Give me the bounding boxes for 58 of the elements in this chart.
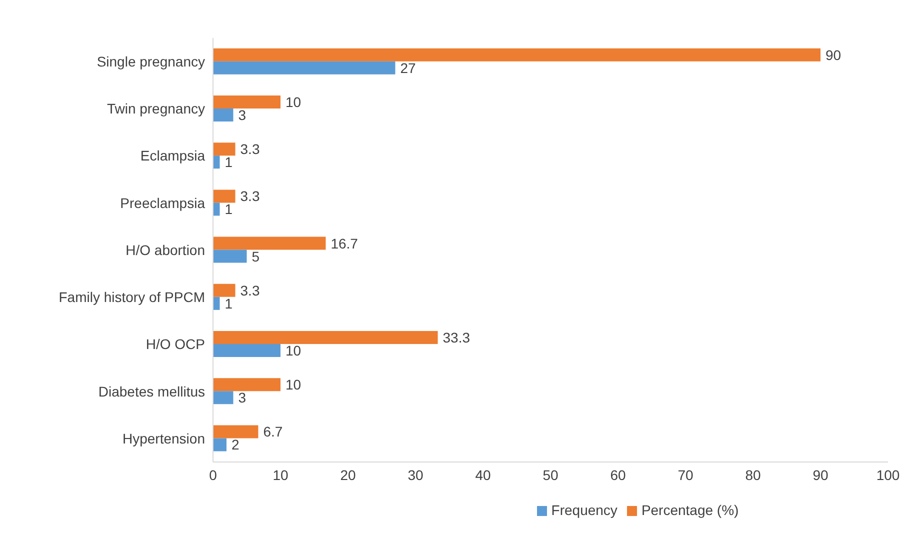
legend-label: Frequency	[551, 502, 618, 518]
y-tick-label: Preeclampsia	[120, 194, 206, 211]
data-label: 10	[286, 376, 302, 393]
data-label: 2	[232, 436, 240, 453]
data-label: 3	[238, 106, 246, 123]
bar	[213, 236, 326, 250]
data-label: 5	[252, 248, 260, 264]
data-label: 10	[286, 342, 302, 358]
data-label: 3	[238, 390, 246, 406]
data-label: 3.3	[240, 141, 260, 158]
y-tick-label: Twin pregnancy	[106, 100, 205, 117]
data-label: 33.3	[442, 330, 470, 346]
data-label: 3.3	[240, 282, 260, 298]
bar	[213, 378, 280, 392]
y-tick-label: Diabetes mellitus	[98, 383, 205, 400]
data-label: 1	[224, 295, 233, 312]
x-tick-label: 40	[475, 466, 491, 483]
data-label: 6.7	[263, 424, 283, 440]
x-tick-label: 100	[876, 466, 900, 483]
bar	[213, 438, 226, 452]
data-label: 10	[286, 94, 302, 110]
y-tick-label: H/O abortion	[126, 242, 205, 258]
bar	[213, 250, 247, 263]
data-label: 90	[826, 46, 842, 63]
data-label: 1	[224, 154, 233, 170]
y-tick-label: Hypertension	[122, 430, 205, 446]
x-tick-label: 30	[408, 466, 424, 483]
data-label: 3.3	[240, 188, 260, 204]
x-tick-label: 80	[745, 466, 761, 483]
legend-label: Percentage (%)	[641, 502, 739, 518]
bar	[213, 190, 236, 203]
bar	[213, 48, 820, 62]
data-label: 27	[400, 60, 416, 76]
data-label: 1	[224, 201, 233, 218]
bar	[213, 425, 258, 438]
bar	[213, 284, 236, 297]
x-tick-label: 70	[678, 466, 694, 483]
bar	[213, 331, 438, 344]
y-tick-label: Family history of PPCM	[58, 289, 205, 306]
data-label: 16.7	[330, 235, 358, 252]
y-tick-label: H/O OCP	[146, 336, 205, 352]
bar	[213, 296, 220, 310]
bar	[213, 156, 220, 169]
bar	[213, 61, 396, 74]
bar	[213, 391, 234, 404]
bar	[213, 95, 280, 108]
bar	[213, 142, 236, 156]
y-tick-label: Single pregnancy	[96, 54, 205, 70]
y-tick-label: Eclampsia	[140, 148, 206, 164]
bar	[213, 108, 234, 122]
x-tick-label: 60	[610, 466, 626, 483]
x-tick-label: 20	[340, 466, 356, 483]
x-tick-label: 0	[209, 466, 218, 483]
x-tick-label: 50	[542, 466, 558, 483]
x-tick-label: 10	[272, 466, 288, 483]
bar	[213, 202, 220, 216]
bar	[213, 344, 280, 358]
x-tick-label: 90	[812, 466, 828, 483]
